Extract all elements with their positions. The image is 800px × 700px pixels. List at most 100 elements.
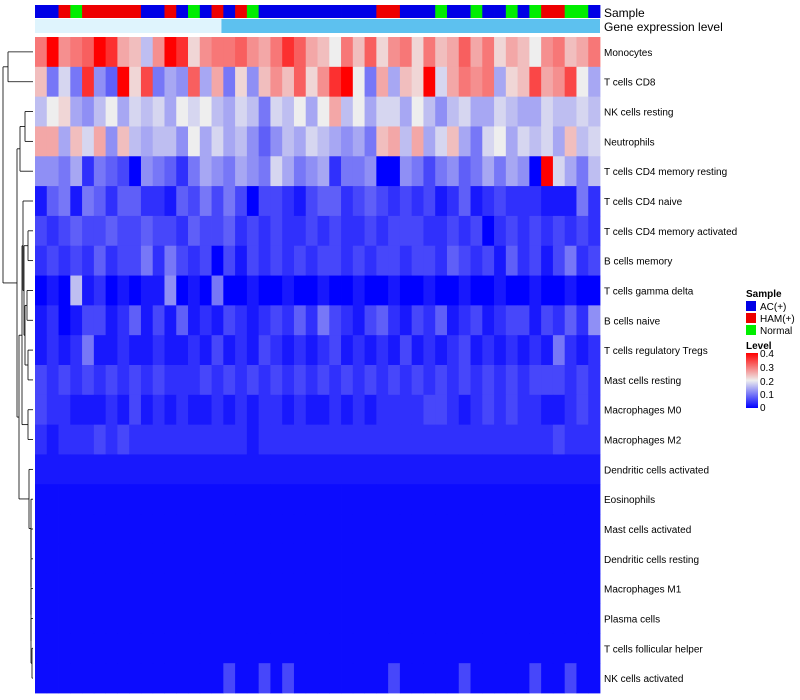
heatmap-cell	[446, 126, 460, 157]
heatmap-cell	[588, 394, 601, 426]
heatmap-cell	[258, 603, 271, 634]
heatmap-cell	[82, 245, 95, 276]
heatmap-cell	[576, 543, 589, 575]
heatmap-cell	[364, 305, 377, 336]
legend-swatch-ham	[746, 313, 756, 323]
heatmap-cell	[470, 37, 483, 68]
heatmap-cell	[411, 186, 424, 217]
heatmap-cell	[423, 603, 436, 634]
heatmap-cell	[58, 454, 71, 485]
heatmap-cell	[282, 573, 295, 604]
heatmap-cell	[35, 603, 48, 634]
heatmap-cell	[446, 663, 460, 694]
heatmap-cell	[188, 156, 201, 187]
heatmap-cell	[364, 454, 377, 485]
heatmap-cell	[246, 484, 260, 515]
heatmap-cell	[576, 484, 589, 515]
heatmap-cell	[482, 275, 495, 306]
heatmap-cell	[552, 633, 566, 664]
heatmap-cell	[411, 573, 424, 604]
heatmap-cell	[140, 633, 154, 664]
sample-cell	[388, 5, 401, 18]
heatmap-cell	[82, 66, 95, 98]
heatmap-cell	[552, 275, 566, 306]
heatmap-cell	[117, 663, 130, 694]
heatmap-cell	[446, 37, 460, 68]
heatmap-cell	[564, 573, 577, 604]
heatmap-cell	[164, 245, 177, 276]
heatmap-cell	[46, 394, 59, 426]
heatmap-cell	[494, 305, 507, 336]
heatmap-cell	[588, 454, 601, 485]
heatmap-cell	[529, 126, 542, 157]
heatmap-cell	[235, 603, 248, 634]
heatmap-cell	[376, 275, 389, 306]
heatmap-cell	[517, 365, 530, 396]
heatmap-cell	[211, 275, 224, 306]
heatmap-cell	[70, 454, 83, 485]
heatmap-cell	[376, 663, 389, 694]
heatmap-cell	[70, 335, 83, 366]
heatmap-cell	[329, 186, 342, 217]
heatmap-cell	[235, 514, 248, 545]
heatmap-cell	[246, 663, 260, 694]
heatmap-cell	[517, 394, 530, 426]
sample-cell	[458, 5, 471, 18]
heatmap-cell	[46, 96, 59, 127]
heatmap-cell	[58, 245, 71, 276]
heatmap-cell	[564, 484, 577, 515]
heatmap-cell	[164, 335, 177, 366]
heatmap-cell	[140, 37, 154, 68]
heatmap-cell	[341, 96, 354, 127]
heatmap-cell	[293, 573, 307, 604]
heatmap-cell	[199, 186, 212, 217]
heatmap-cell	[388, 37, 401, 68]
heatmap-cell	[270, 66, 283, 98]
heatmap-cell	[588, 573, 601, 604]
sample-cell	[46, 5, 59, 18]
heatmap-cell	[529, 365, 542, 396]
heatmap-cell	[411, 335, 424, 366]
heatmap-cell	[376, 305, 389, 336]
heatmap-cell	[105, 394, 118, 426]
heatmap-cell	[129, 335, 142, 366]
heatmap-cell	[388, 335, 401, 366]
heatmap-cell	[388, 394, 401, 426]
heatmap-cell	[341, 275, 354, 306]
heatmap-cell	[423, 66, 436, 98]
heatmap-cell	[388, 514, 401, 545]
heatmap-cell	[164, 603, 177, 634]
heatmap-cell	[70, 215, 83, 247]
heatmap-cell	[399, 96, 413, 127]
heatmap-cell	[446, 305, 460, 336]
sample-cell	[176, 5, 189, 18]
row-label: NK cells resting	[604, 108, 673, 119]
heatmap-cell	[317, 186, 330, 217]
heatmap-cell	[152, 514, 165, 545]
legend-tick-0-4: 0.4	[760, 349, 774, 360]
heatmap-cell	[329, 96, 342, 127]
heatmap-cell	[82, 573, 95, 604]
heatmap-cell	[352, 514, 365, 545]
heatmap-cell	[564, 156, 577, 187]
heatmap-cell	[435, 215, 448, 247]
heatmap-cell	[46, 454, 59, 485]
heatmap-cell	[152, 275, 165, 306]
heatmap-cell	[517, 603, 530, 634]
sample-cell	[140, 5, 154, 18]
heatmap-cell	[517, 424, 530, 455]
heatmap-cell	[529, 335, 542, 366]
heatmap-cell	[211, 603, 224, 634]
heatmap-cell	[482, 305, 495, 336]
heatmap-cell	[458, 245, 471, 276]
heatmap-cell	[399, 335, 413, 366]
heatmap-cell	[411, 454, 424, 485]
heatmap-cell	[117, 186, 130, 217]
heatmap-cell	[352, 37, 365, 68]
heatmap-cell	[199, 573, 212, 604]
heatmap-cell	[541, 126, 554, 157]
heatmap-cell	[46, 37, 59, 68]
heatmap-cell	[482, 573, 495, 604]
heatmap-cell	[199, 454, 212, 485]
heatmap-cell	[352, 484, 365, 515]
